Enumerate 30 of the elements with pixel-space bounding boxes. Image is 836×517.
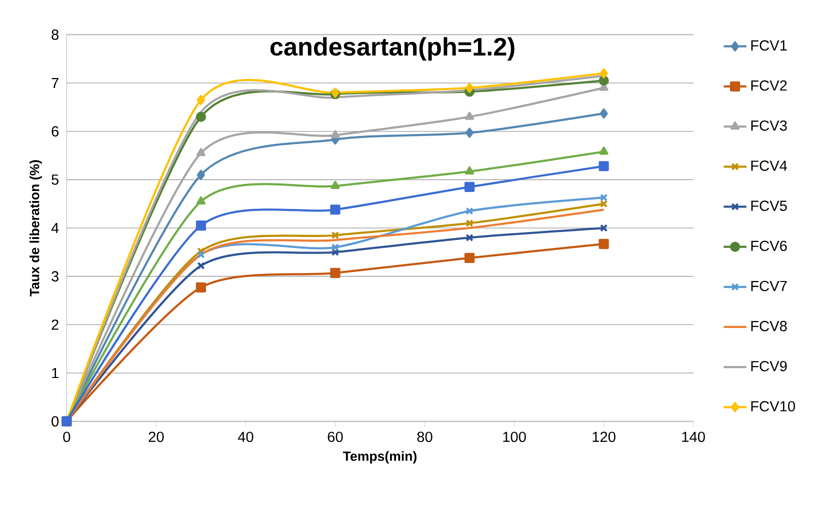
x-tick-label: 40 [238, 432, 254, 442]
x-tick-label: 120 [592, 432, 616, 442]
legend-label: FCV4 [751, 160, 788, 171]
y-axis-title: Taux de liberation (%) [30, 160, 42, 296]
legend-label: FCV5 [751, 200, 787, 211]
y-tick-label: 2 [52, 319, 58, 330]
x-tick-label: 60 [328, 432, 343, 442]
legend-label: FCV3 [751, 120, 787, 131]
x-tick-label: 140 [682, 432, 705, 442]
x-tick-label: 100 [503, 432, 526, 442]
x-tick-label: 80 [417, 432, 432, 442]
chart-title: candesartan(ph=1.2) [270, 36, 514, 61]
legend-label: FCV10 [751, 400, 795, 412]
y-tick-label: 6 [52, 126, 58, 136]
x-tick-label: 0 [63, 432, 70, 442]
legend-label: FCV2 [751, 80, 787, 91]
x-tick-label: 20 [148, 432, 164, 442]
y-tick-label: 0 [52, 416, 59, 426]
x-axis-title: Temps(min) [343, 451, 416, 464]
y-tick-label: 5 [52, 174, 59, 185]
legend-label: FCV9 [751, 360, 787, 372]
y-tick-label: 8 [52, 29, 58, 40]
y-tick-label: 1 [52, 368, 58, 378]
legend-label: FCV6 [751, 240, 787, 251]
legend-label: FCV8 [751, 320, 787, 332]
legend-label: FCV1 [751, 40, 787, 50]
y-tick-label: 7 [52, 78, 58, 88]
y-tick-label: 4 [51, 222, 59, 233]
legend-label: FCV7 [751, 280, 787, 291]
y-tick-label: 3 [52, 271, 58, 282]
